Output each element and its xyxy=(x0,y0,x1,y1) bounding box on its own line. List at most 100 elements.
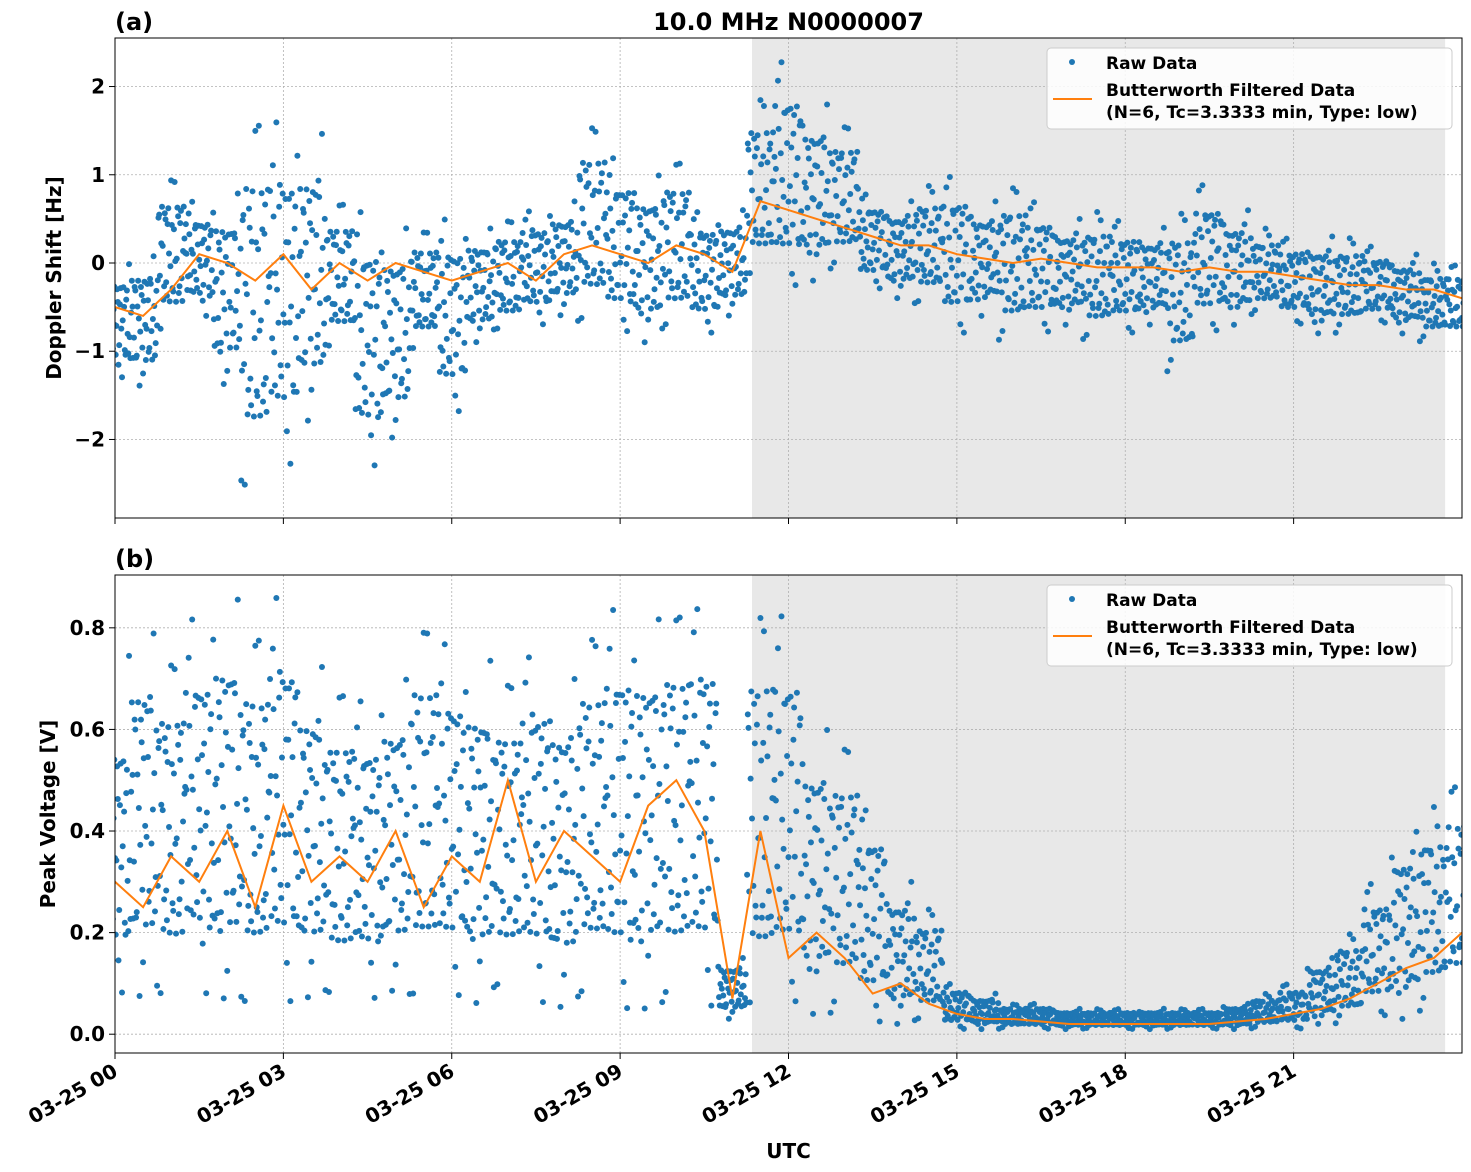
raw-data-point xyxy=(988,274,995,281)
raw-data-point xyxy=(306,197,313,204)
raw-data-point xyxy=(320,351,327,358)
raw-data-point xyxy=(551,288,558,295)
raw-data-point xyxy=(224,967,231,974)
raw-data-point xyxy=(1322,282,1329,289)
raw-data-point xyxy=(213,675,220,682)
raw-data-point xyxy=(300,754,307,761)
raw-data-point xyxy=(812,162,819,169)
raw-data-point xyxy=(1273,1018,1280,1025)
raw-data-point xyxy=(677,256,684,263)
raw-data-point xyxy=(1467,296,1471,302)
raw-data-point xyxy=(162,748,169,755)
raw-data-point xyxy=(1038,278,1045,285)
raw-data-point xyxy=(767,231,774,238)
raw-data-point xyxy=(697,676,704,683)
raw-data-point xyxy=(838,150,845,157)
raw-data-point xyxy=(1018,284,1025,291)
raw-data-point xyxy=(868,222,875,229)
raw-data-point xyxy=(201,701,208,708)
raw-data-point xyxy=(184,905,191,912)
raw-data-point xyxy=(1336,321,1343,328)
raw-data-point xyxy=(1299,1001,1306,1008)
raw-data-point xyxy=(673,617,680,624)
raw-data-point xyxy=(1239,252,1246,259)
raw-data-point xyxy=(774,645,781,652)
raw-data-point xyxy=(1264,286,1271,293)
raw-data-point xyxy=(1269,1005,1276,1012)
raw-data-point xyxy=(1064,238,1071,245)
raw-data-point xyxy=(757,614,764,621)
raw-data-point xyxy=(214,910,221,917)
raw-data-point xyxy=(913,933,920,940)
raw-data-point xyxy=(471,784,478,791)
raw-data-point xyxy=(502,275,509,282)
raw-data-point xyxy=(336,694,343,701)
raw-data-point xyxy=(744,711,751,718)
raw-data-point xyxy=(525,252,532,259)
raw-data-point xyxy=(611,295,618,302)
raw-data-point xyxy=(908,198,915,205)
raw-data-point xyxy=(781,700,788,707)
raw-data-point xyxy=(671,295,678,302)
raw-data-point xyxy=(733,228,740,235)
raw-data-point xyxy=(361,384,368,391)
raw-data-point xyxy=(1279,287,1286,294)
raw-data-point xyxy=(506,905,513,912)
raw-data-point xyxy=(1327,1006,1334,1013)
raw-data-point xyxy=(1378,1008,1385,1015)
raw-data-point xyxy=(539,852,546,859)
raw-data-point xyxy=(466,315,473,322)
raw-data-point xyxy=(1280,995,1287,1002)
raw-data-point xyxy=(778,613,785,620)
raw-data-point xyxy=(878,208,885,215)
raw-data-point xyxy=(960,329,967,336)
raw-data-point xyxy=(1449,286,1456,293)
raw-data-point xyxy=(931,962,938,969)
raw-data-point xyxy=(883,901,890,908)
raw-data-point xyxy=(319,795,326,802)
raw-data-point xyxy=(324,766,331,773)
raw-data-point xyxy=(482,915,489,922)
raw-data-point xyxy=(129,303,136,310)
raw-data-point xyxy=(175,911,182,918)
raw-data-point xyxy=(1299,251,1306,258)
raw-data-point xyxy=(926,227,933,234)
raw-data-point xyxy=(704,966,711,973)
raw-data-point xyxy=(855,225,862,232)
raw-data-point xyxy=(1252,258,1259,265)
raw-data-point xyxy=(1068,300,1075,307)
raw-data-point xyxy=(98,317,104,323)
raw-data-point xyxy=(455,992,462,999)
raw-data-point xyxy=(967,296,974,303)
raw-data-point xyxy=(1453,323,1460,330)
raw-data-point xyxy=(694,267,701,274)
raw-data-point xyxy=(212,278,219,285)
raw-data-point xyxy=(882,251,889,258)
raw-data-point xyxy=(502,741,509,748)
raw-data-point xyxy=(554,927,561,934)
raw-data-point xyxy=(996,277,1003,284)
raw-data-point xyxy=(210,209,217,216)
raw-data-point xyxy=(787,693,794,700)
raw-data-point xyxy=(1032,304,1039,311)
raw-data-point xyxy=(330,241,337,248)
raw-data-point xyxy=(116,907,123,914)
raw-data-point xyxy=(1114,259,1121,266)
raw-data-point xyxy=(587,924,594,931)
raw-data-point xyxy=(887,991,894,998)
raw-data-point xyxy=(1129,329,1136,336)
raw-data-point xyxy=(438,270,445,277)
raw-data-point xyxy=(302,349,309,356)
raw-data-point xyxy=(662,321,669,328)
raw-data-point xyxy=(669,705,676,712)
raw-data-point xyxy=(1198,234,1205,241)
raw-data-point xyxy=(1275,242,1282,249)
raw-data-point xyxy=(699,298,706,305)
raw-data-point xyxy=(559,238,566,245)
raw-data-point xyxy=(1389,956,1396,963)
raw-data-point xyxy=(537,288,544,295)
raw-data-point xyxy=(468,745,475,752)
